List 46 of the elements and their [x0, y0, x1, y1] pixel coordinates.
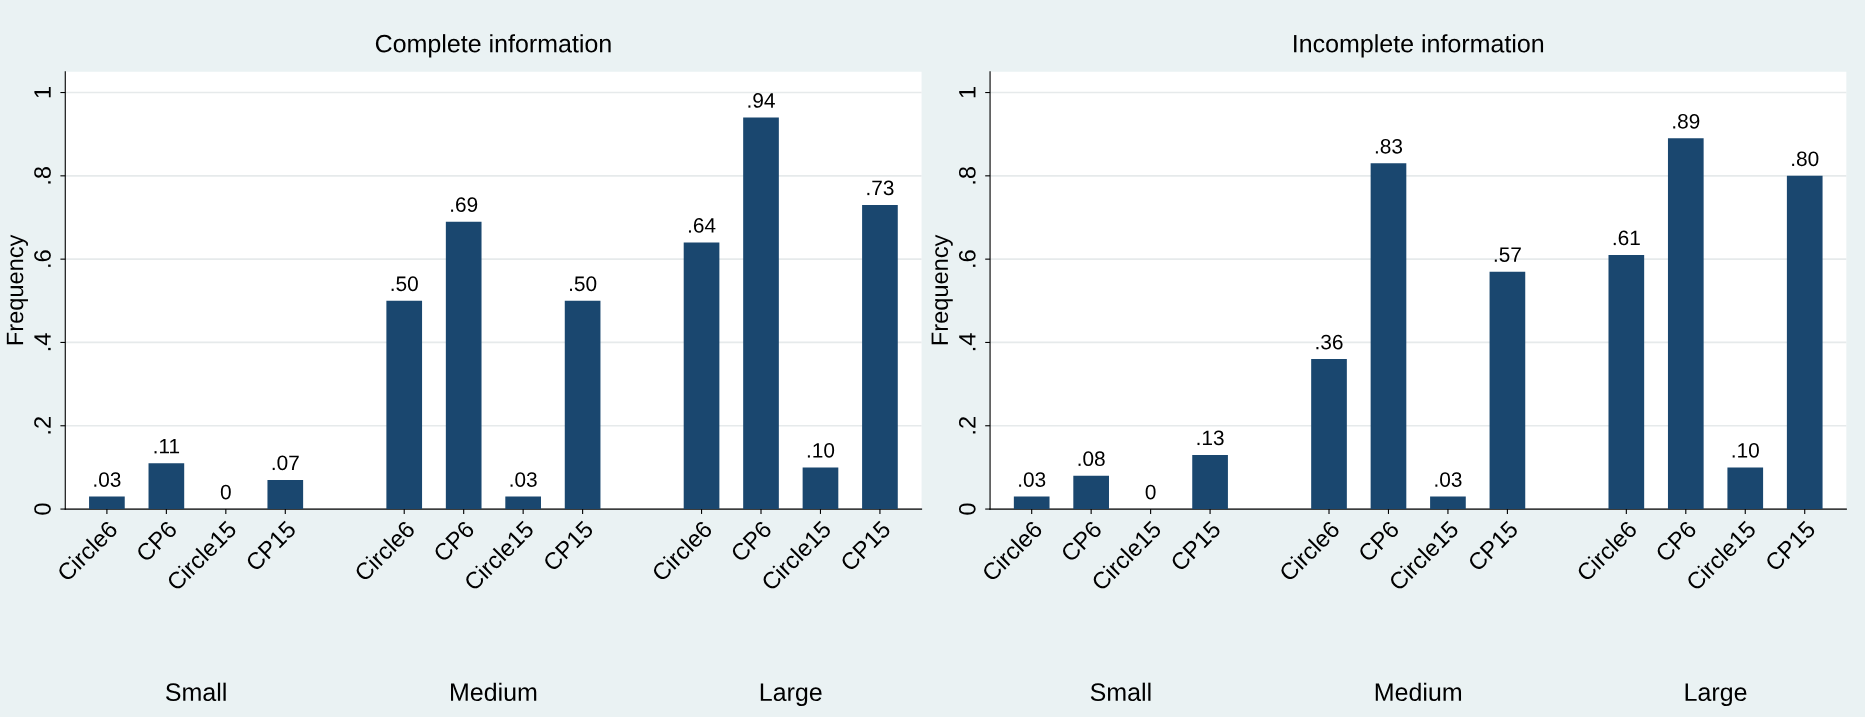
y-tick-label: .4 [34, 333, 51, 351]
text: Medium [451, 682, 537, 702]
data-label: .10 [1732, 442, 1759, 458]
data-label: .03 [510, 472, 537, 487]
data-label: .08 [1078, 451, 1105, 467]
data-label: .73 [867, 180, 894, 196]
y-tick-label: .8 [958, 167, 976, 184]
text: Large [1685, 683, 1747, 706]
data-label: .03 [94, 472, 121, 487]
y-axis-title: Frequency [931, 234, 953, 345]
data-label: .69 [451, 197, 478, 212]
data-label: .13 [1197, 430, 1224, 446]
y-tick-label: 0 [34, 503, 51, 515]
data-label: .50 [570, 276, 597, 292]
data-label: 0 [220, 484, 231, 500]
data-label: .10 [807, 442, 835, 458]
data-label: .89 [1673, 113, 1700, 129]
data-label: .80 [1792, 151, 1819, 167]
y-tick-label: 1 [34, 87, 51, 98]
text: Small [1090, 682, 1151, 702]
data-label: .64 [688, 218, 716, 233]
data-label: .36 [1316, 334, 1343, 350]
text: Large [760, 683, 822, 706]
data-label: .57 [1494, 247, 1521, 262]
y-tick-label: .8 [34, 167, 51, 184]
data-label: .50 [391, 276, 418, 292]
y-axis-title: Frequency [6, 234, 28, 345]
y-tick-label: .6 [34, 250, 51, 267]
data-label: .61 [1613, 230, 1640, 246]
y-tick-label: 0 [958, 503, 976, 515]
y-tick-label: .2 [34, 417, 51, 434]
data-label: .03 [1019, 472, 1046, 487]
y-tick-label: 1 [959, 87, 976, 98]
text: Small [165, 682, 226, 702]
y-tick-label: .6 [958, 250, 976, 267]
data-label: .11 [154, 439, 180, 454]
y-tick-label: .4 [959, 333, 976, 351]
y-tick-label: .2 [958, 417, 976, 434]
data-label: .94 [748, 93, 775, 108]
chart-title: Incomplete information [1294, 34, 1544, 58]
text: Medium [1375, 682, 1462, 702]
data-label: 0 [1145, 484, 1156, 500]
data-label: .83 [1375, 138, 1403, 154]
data-label: .07 [272, 455, 299, 471]
chart-title: Complete information [375, 34, 611, 58]
data-label: .03 [1435, 472, 1462, 487]
